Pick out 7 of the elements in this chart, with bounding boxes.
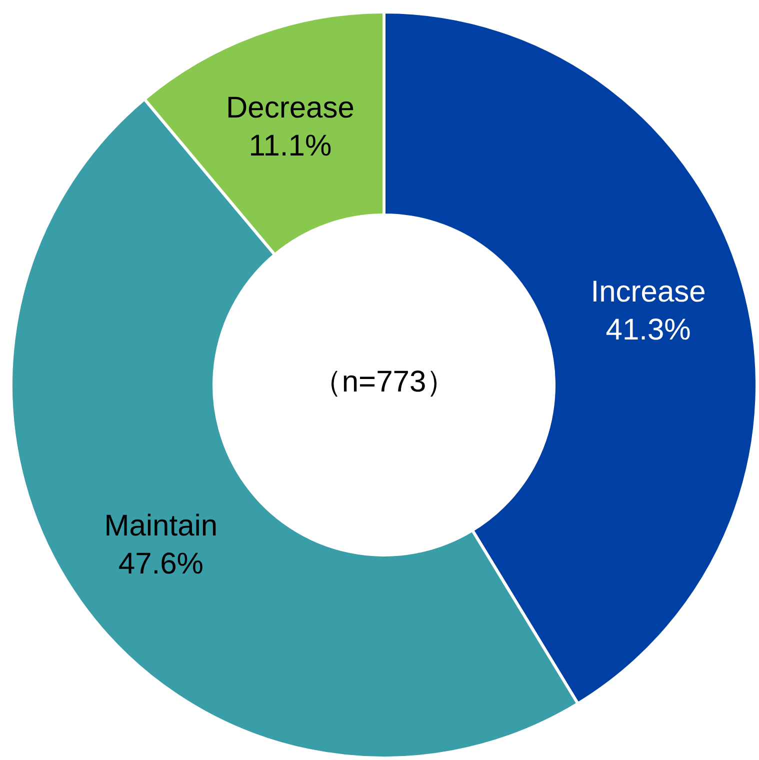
slice-label: Increase [590, 275, 706, 308]
data-label: 11.1% [248, 130, 332, 163]
text: （n=773） [312, 366, 456, 398]
data-label: 41.3% [606, 313, 691, 346]
data-label: 47.6% [118, 547, 204, 580]
slice-label: Decrease [226, 92, 354, 125]
slice-label: Maintain [104, 509, 218, 542]
